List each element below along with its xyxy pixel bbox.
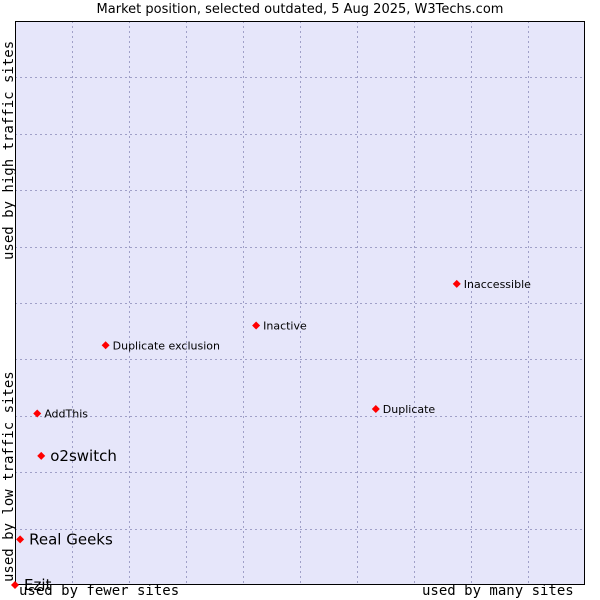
data-points: Inaccessible Inactive Duplicate exclusion D… [11, 278, 531, 594]
data-point: Duplicate exclusion [101, 339, 220, 352]
point-marker [101, 341, 110, 350]
data-point: Ezit [11, 576, 52, 594]
point-label: Real Geeks [29, 530, 113, 548]
point-marker [33, 409, 42, 418]
data-point: Inaccessible [452, 278, 531, 291]
point-marker [252, 321, 261, 330]
y-axis-label-high: used by high traffic sites [1, 40, 17, 260]
plot-border [15, 21, 585, 585]
data-point: Duplicate [371, 403, 436, 416]
point-marker [16, 535, 25, 544]
point-label: Inactive [263, 320, 307, 333]
point-label: Inaccessible [464, 278, 531, 291]
data-point: Real Geeks [16, 530, 113, 548]
point-label: o2switch [50, 447, 117, 465]
grid-lines [15, 21, 585, 585]
x-axis-label-low: used by fewer sites [19, 583, 180, 599]
point-label: Duplicate [383, 403, 436, 416]
point-marker [11, 581, 19, 589]
y-axis-label-low: used by low traffic sites [1, 371, 17, 582]
point-marker [37, 451, 46, 460]
point-label: Duplicate exclusion [113, 339, 220, 352]
x-axis-label-high: used by many sites [422, 583, 574, 599]
data-point: AddThis [33, 408, 88, 421]
chart-title: Market position, selected outdated, 5 Au… [96, 2, 504, 17]
point-label: AddThis [44, 408, 88, 421]
data-point: o2switch [37, 447, 117, 465]
point-marker [371, 405, 380, 414]
point-marker [452, 279, 461, 288]
data-point: Inactive [252, 320, 307, 333]
point-label: Ezit [24, 576, 52, 594]
